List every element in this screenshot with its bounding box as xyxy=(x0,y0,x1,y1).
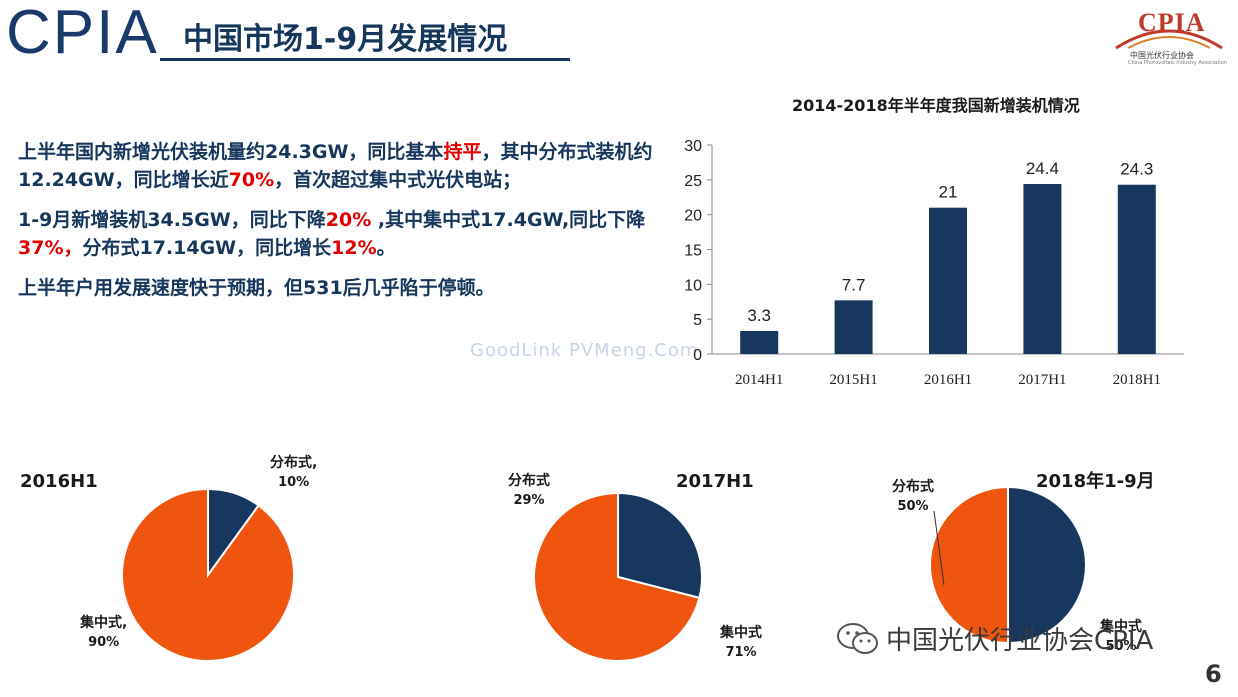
logo-subtitle-en: China Photovoltaic Industry Association xyxy=(1128,60,1227,66)
pie-2017h1: 2017H1 分布式 29% 集中式 71% xyxy=(440,455,800,685)
pie-title: 2016H1 xyxy=(20,471,98,492)
pie-svg xyxy=(929,485,1087,645)
x-tick-label: 2016H1 xyxy=(924,372,972,388)
page-number: 6 xyxy=(1205,660,1222,688)
bullet-text: 。 xyxy=(376,237,396,259)
bar xyxy=(834,300,873,354)
bullet-text: 1-9月新增装机34.5GW，同比下降 xyxy=(18,209,326,231)
pie-slice xyxy=(121,487,295,662)
pie-slice xyxy=(1007,485,1087,645)
watermark: GoodLink PVMeng.Com xyxy=(470,340,699,361)
y-tick-label: 10 xyxy=(684,277,702,294)
cpia-association-logo: CPIA 中国光伏行业协会 China Photovoltaic Industr… xyxy=(1108,4,1230,68)
slice-name: 集中式 xyxy=(1100,619,1142,635)
highlight-text: 20% xyxy=(325,209,372,231)
pie-title: 2018年1-9月 xyxy=(1036,471,1155,492)
bar-chart: 0 5 10 15 20 25 30 3.3 2014H1 7.7 2015H1 21 2016H1 24… xyxy=(684,138,1184,388)
title-underline xyxy=(160,58,570,61)
footer-brand-text: 中国光伏行业协会CPIA xyxy=(886,626,1154,656)
slice-percent: 71% xyxy=(725,645,757,660)
slice-percent: 50% xyxy=(897,499,929,514)
y-tick-label: 15 xyxy=(684,243,702,260)
pie-title: 2017H1 xyxy=(676,471,754,492)
pie-slice xyxy=(617,491,703,600)
bullet-text: 分布式17.14GW，同比增长 xyxy=(82,237,332,259)
pie-slice-label: 集中式, 90% xyxy=(80,613,127,653)
wechat-icon xyxy=(837,622,878,654)
pie-slice-label: 分布式, 10% xyxy=(270,453,317,493)
pie-2016h1: 2016H1 分布式, 10% 集中式, 90% xyxy=(0,455,330,685)
bullet-2: 1-9月新增装机34.5GW，同比下降20% ,其中集中式17.4GW,同比下降… xyxy=(18,206,658,262)
summary-bullets: 上半年国内新增光伏装机量约24.3GW，同比基本持平，其中分布式装机约12.24… xyxy=(18,138,658,314)
pie-svg xyxy=(121,487,295,662)
x-tick-label: 2017H1 xyxy=(1018,372,1066,388)
bar-chart-title: 2014-2018年半年度我国新增装机情况 xyxy=(792,96,1080,115)
y-tick-label: 30 xyxy=(684,138,702,155)
x-tick-label: 2018H1 xyxy=(1113,372,1161,388)
bullet-text: ,其中集中式17.4GW,同比下降 xyxy=(371,209,646,231)
pie-slice xyxy=(533,491,701,662)
slice-name: 分布式 xyxy=(892,479,934,495)
leader-line xyxy=(933,510,945,586)
pie-slice xyxy=(929,485,1009,645)
slice-name: 分布式, xyxy=(270,455,318,471)
footer-brand: 中国光伏行业协会CPIA xyxy=(836,620,1153,657)
slice-percent: 10% xyxy=(278,475,310,490)
slice-name: 分布式 xyxy=(508,473,550,489)
bullet-text: ，其中分布式装机约12.24GW，同比增长近 xyxy=(18,141,653,191)
pie-svg xyxy=(533,491,703,662)
pie-slice-label: 集中式 50% xyxy=(1100,617,1142,657)
bullet-1: 上半年国内新增光伏装机量约24.3GW，同比基本持平，其中分布式装机约12.24… xyxy=(18,138,658,194)
y-tick-label: 20 xyxy=(684,208,702,225)
bullet-text: 上半年国内新增光伏装机量约24.3GW，同比基本 xyxy=(18,141,444,163)
slice-percent: 29% xyxy=(513,493,545,508)
bar xyxy=(1117,184,1156,354)
x-tick-label: 2015H1 xyxy=(829,372,877,388)
bar-value-label: 7.7 xyxy=(842,275,866,294)
highlight-text: 持平 xyxy=(443,141,482,163)
highlight-text: 12% xyxy=(331,237,377,259)
bar xyxy=(929,207,967,354)
highlight-text: 37%， xyxy=(18,237,83,259)
logo-word: CPIA xyxy=(1138,8,1206,37)
bar-value-label: 24.3 xyxy=(1120,160,1153,179)
highlight-text: 70% xyxy=(228,169,275,191)
bar-value-label: 21 xyxy=(939,183,958,202)
bullet-text: ，首次超过集中式光伏电站； xyxy=(274,169,522,191)
logo-subtitle: 中国光伏行业协会 xyxy=(1130,51,1194,60)
bullet-3: 上半年户用发展速度快于预期，但531后几乎陷于停顿。 xyxy=(18,274,658,302)
pie-slice-label: 分布式 29% xyxy=(508,471,550,511)
bar-value-label: 24.4 xyxy=(1026,159,1059,178)
x-tick-label: 2014H1 xyxy=(735,372,783,388)
cpia-logo: CPIA xyxy=(6,0,159,67)
slice-percent: 50% xyxy=(1105,639,1137,654)
pie-slice-label: 集中式 71% xyxy=(720,623,762,663)
slice-name: 集中式 xyxy=(720,625,762,641)
bar xyxy=(740,331,779,354)
pie-2018: 2018年1-9月 分布式 50% 集中式 50% xyxy=(830,455,1190,685)
y-tick-label: 0 xyxy=(693,347,702,364)
slice-percent: 90% xyxy=(88,635,120,650)
slice-name: 集中式, xyxy=(80,615,128,631)
logo-arc-icon xyxy=(1115,29,1223,50)
bar-value-label: 3.3 xyxy=(747,306,771,325)
page-title: 中国市场1-9月发展情况 xyxy=(183,22,508,57)
y-tick-label: 5 xyxy=(693,312,702,329)
bar xyxy=(1023,184,1062,354)
bullet-text: 上半年户用发展速度快于预期，但531后几乎陷于停顿。 xyxy=(18,277,495,299)
pie-slice-label: 分布式 50% xyxy=(892,477,934,517)
y-tick-label: 25 xyxy=(684,173,702,190)
